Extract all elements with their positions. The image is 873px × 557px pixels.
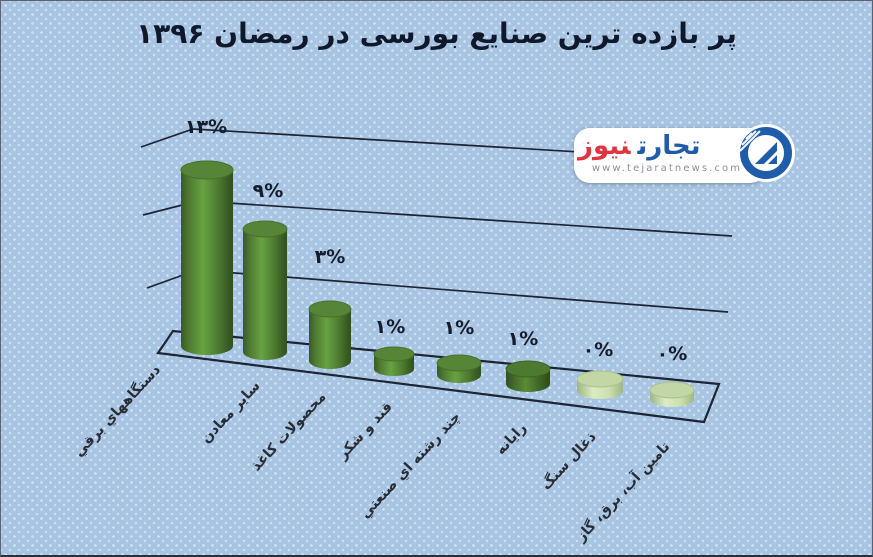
bar-cylinder-2 xyxy=(242,220,288,360)
bar-cylinder-6 xyxy=(505,360,551,392)
logo-word-blue: تجارت xyxy=(637,131,701,161)
bar-cylinder-5 xyxy=(436,354,482,383)
logo-wordmark: تجارتنیوز xyxy=(578,129,754,163)
chart-title: پر بازده ترین صنایع بورسی در رمضان ۱۳۹۶ xyxy=(136,17,737,50)
bar-cylinder-1 xyxy=(180,160,234,355)
logo-url: www.tejaratnews.com xyxy=(591,163,743,174)
arrow-up-right-circle-icon xyxy=(737,124,795,182)
bar-cylinder-3 xyxy=(308,300,352,369)
logo-background xyxy=(574,128,766,183)
value-label-4: ۱% xyxy=(374,316,406,338)
bar-cylinder-8 xyxy=(649,381,695,407)
value-label-2: ۹% xyxy=(252,180,284,202)
bar-cylinder-4 xyxy=(373,346,415,376)
value-label-5: ۱% xyxy=(443,317,475,339)
value-label-6: ۱% xyxy=(507,328,539,350)
gridline-13pct xyxy=(140,128,733,162)
value-label-3: ۳% xyxy=(314,246,346,268)
value-label-1: ۱۳% xyxy=(184,116,228,138)
chart-floor xyxy=(156,329,721,424)
value-label-7: ۰% xyxy=(582,339,614,361)
tejaratnews-watermark: تجارتنیوز www.tejaratnews.com xyxy=(568,115,804,191)
logo-word-red: نیوز xyxy=(578,131,631,161)
gridline-3pct xyxy=(146,269,729,313)
bar-cylinder-7 xyxy=(576,370,624,399)
value-label-8: ۰% xyxy=(656,343,688,365)
